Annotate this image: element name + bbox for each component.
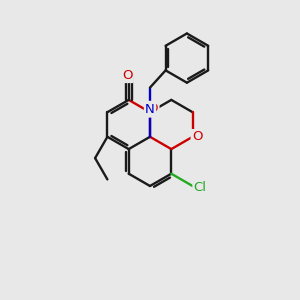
Text: O: O [148, 102, 158, 115]
Text: Cl: Cl [194, 181, 207, 194]
Text: O: O [192, 130, 202, 143]
Text: O: O [122, 69, 132, 82]
Text: N: N [145, 103, 155, 116]
